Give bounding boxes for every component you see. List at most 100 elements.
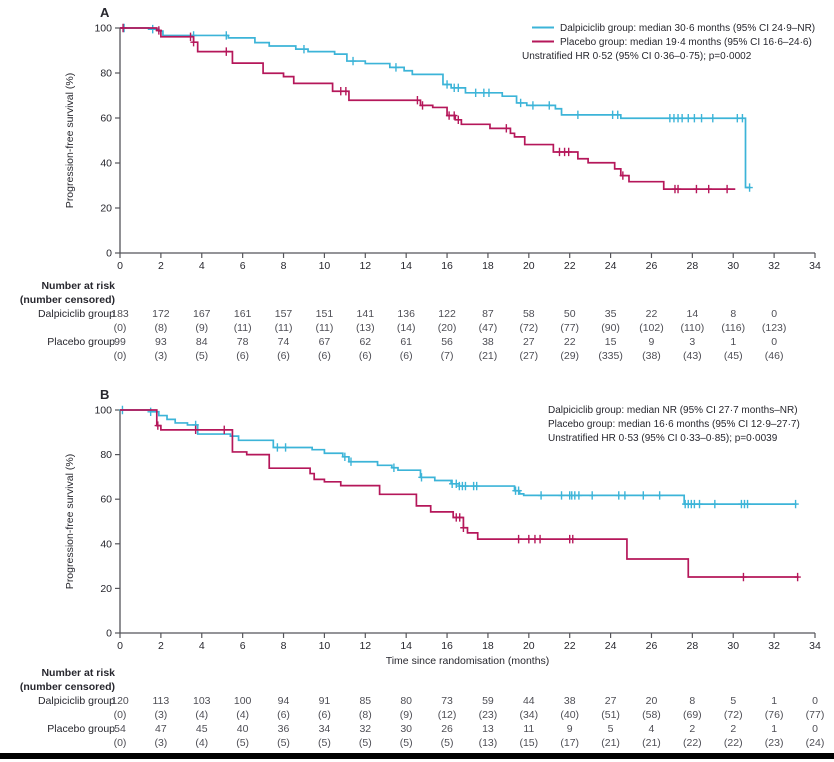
censored-value: (110): [680, 322, 704, 334]
x-tick-label: 0: [117, 640, 123, 652]
censor-mark-dalpiciclib-group: [300, 44, 308, 54]
legend-line: Dalpiciclib group: median NR (95% CI 27·…: [548, 405, 798, 416]
censor-mark-placebo-group: [451, 111, 458, 120]
risk-value: 62: [359, 336, 371, 348]
x-tick-label: 6: [240, 640, 246, 652]
risk-value: 8: [730, 308, 736, 320]
risk-value: 20: [646, 695, 658, 707]
censor-mark-placebo-group: [154, 421, 162, 430]
y-tick-label: 20: [100, 203, 112, 215]
x-tick-label: 28: [687, 260, 699, 272]
censored-value: (5): [441, 737, 454, 749]
risk-value: 100: [234, 695, 252, 707]
risk-value: 91: [319, 695, 331, 707]
censor-mark-dalpiciclib-group: [537, 491, 545, 500]
x-tick-label: 18: [482, 260, 494, 272]
risk-value: 61: [400, 336, 412, 348]
risk-value: 2: [730, 723, 736, 735]
censored-value: (47): [479, 322, 498, 334]
censor-mark-placebo-group: [155, 26, 163, 35]
censored-value: (72): [724, 709, 743, 721]
censored-value: (21): [601, 737, 620, 749]
risk-row-label-placebo-group: Placebo group: [47, 723, 115, 735]
x-tick-label: 12: [359, 260, 371, 272]
legend-line: Unstratified HR 0·53 (95% CI 0·33–0·85);…: [548, 433, 778, 444]
censored-value: (58): [642, 709, 661, 721]
x-tick-label: 12: [359, 640, 371, 652]
censored-value: (5): [277, 737, 290, 749]
risk-row-label-placebo-group: Placebo group: [47, 336, 115, 348]
x-tick-label: 22: [564, 260, 576, 272]
censor-mark-placebo-group: [221, 425, 228, 435]
risk-value: 30: [400, 723, 412, 735]
risk-value: 2: [689, 723, 695, 735]
censored-value: (9): [400, 709, 413, 721]
censored-value: (5): [318, 737, 331, 749]
censored-value: (24): [806, 737, 825, 749]
risk-value: 50: [564, 308, 576, 320]
censor-mark-placebo-group: [119, 23, 127, 33]
censor-mark-dalpiciclib-group: [621, 491, 629, 500]
risk-value: 0: [771, 308, 777, 320]
censored-value: (335): [598, 350, 623, 362]
censored-value: (12): [438, 709, 457, 721]
y-tick-label: 40: [100, 158, 112, 170]
censored-value: (0): [114, 350, 127, 362]
censor-mark-dalpiciclib-group: [678, 114, 686, 123]
censored-value: (3): [154, 737, 167, 749]
censored-value: (11): [275, 322, 293, 334]
risk-value: 87: [482, 308, 494, 320]
censor-mark-placebo-group: [705, 184, 712, 194]
risk-table-subtitle: (number censored): [20, 681, 115, 693]
risk-value: 120: [111, 695, 129, 707]
risk-value: 56: [441, 336, 453, 348]
x-tick-label: 10: [319, 260, 331, 272]
risk-value: 5: [608, 723, 614, 735]
censored-value: (102): [639, 322, 664, 334]
km-curve-placebo-group: [120, 409, 799, 578]
risk-value: 27: [523, 336, 535, 348]
censored-value: (27): [519, 350, 538, 362]
risk-value: 26: [441, 723, 453, 735]
censored-value: (13): [356, 322, 375, 334]
censored-value: (4): [195, 709, 208, 721]
censor-mark-placebo-group: [342, 87, 350, 96]
x-tick-label: 18: [482, 640, 494, 652]
censored-value: (90): [601, 322, 620, 334]
x-tick-label: 14: [400, 260, 412, 272]
y-tick-label: 80: [100, 68, 112, 80]
censored-value: (69): [683, 709, 702, 721]
risk-table-subtitle: (number censored): [20, 294, 115, 306]
censor-mark-placebo-group: [794, 572, 801, 582]
risk-value: 99: [114, 336, 126, 348]
censored-value: (7): [441, 350, 454, 362]
censor-mark-dalpiciclib-group: [455, 83, 462, 93]
risk-value: 0: [771, 336, 777, 348]
risk-value: 59: [482, 695, 494, 707]
panel-letter: A: [100, 5, 110, 20]
x-tick-label: 8: [281, 260, 287, 272]
risk-value: 157: [275, 308, 293, 320]
censor-mark-placebo-group: [723, 184, 731, 194]
censor-mark-placebo-group: [525, 534, 533, 544]
censored-value: (123): [762, 322, 787, 334]
risk-value: 167: [193, 308, 211, 320]
censored-value: (21): [479, 350, 498, 362]
risk-row-label-dalpiciclib-group: Dalpiciclib group: [38, 308, 115, 320]
risk-value: 141: [357, 308, 375, 320]
risk-value: 183: [111, 308, 129, 320]
censored-value: (6): [318, 709, 331, 721]
censor-mark-placebo-group: [740, 572, 747, 582]
censor-mark-dalpiciclib-group: [282, 443, 289, 452]
censor-mark-dalpiciclib-group: [640, 491, 647, 500]
censored-value: (22): [683, 737, 702, 749]
censor-mark-dalpiciclib-group: [529, 101, 537, 110]
censored-value: (4): [195, 737, 208, 749]
y-tick-label: 0: [106, 248, 112, 260]
x-tick-label: 2: [158, 260, 164, 272]
y-tick-label: 40: [100, 538, 112, 550]
risk-value: 1: [771, 723, 777, 735]
